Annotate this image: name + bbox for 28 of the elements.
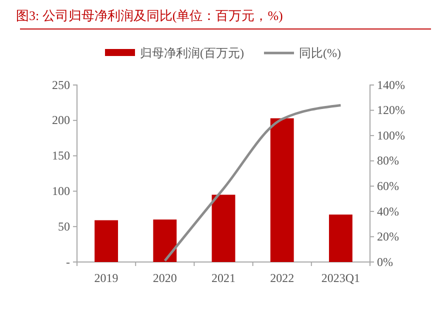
y-tick-label: - <box>66 254 70 269</box>
bar <box>328 214 352 262</box>
y2-tick-label: 140% <box>377 78 405 92</box>
x-tick-label: 2023Q1 <box>321 271 360 285</box>
x-tick-label: 2019 <box>94 271 118 285</box>
legend-label: 归母净利润(百万元) <box>140 46 244 60</box>
x-tick-label: 2022 <box>270 271 294 285</box>
chart-title: 图3: 公司归母净利润及同比(单位：百万元，%) <box>16 8 283 23</box>
y2-tick-label: 80% <box>377 154 399 168</box>
y2-tick-label: 40% <box>377 204 399 218</box>
x-tick-label: 2020 <box>152 271 177 285</box>
y2-tick-label: 20% <box>377 230 399 244</box>
legend-label: 同比(%) <box>299 46 341 60</box>
y2-tick-label: 120% <box>377 103 405 118</box>
y2-tick-label: 60% <box>377 178 399 193</box>
y-tick-label: 250 <box>52 78 70 92</box>
y2-tick-label: 100% <box>377 128 405 142</box>
y2-tick-label: 0% <box>377 254 393 269</box>
y-tick-label: 150 <box>52 148 70 163</box>
y-tick-label: 50 <box>58 219 70 234</box>
y-tick-label: 200 <box>52 113 70 128</box>
bar <box>94 220 118 262</box>
y-tick-label: 100 <box>52 184 70 198</box>
bar <box>212 194 236 262</box>
bar <box>270 118 294 262</box>
line-series <box>164 104 342 262</box>
x-tick-label: 2021 <box>212 271 236 285</box>
bar <box>153 220 177 262</box>
